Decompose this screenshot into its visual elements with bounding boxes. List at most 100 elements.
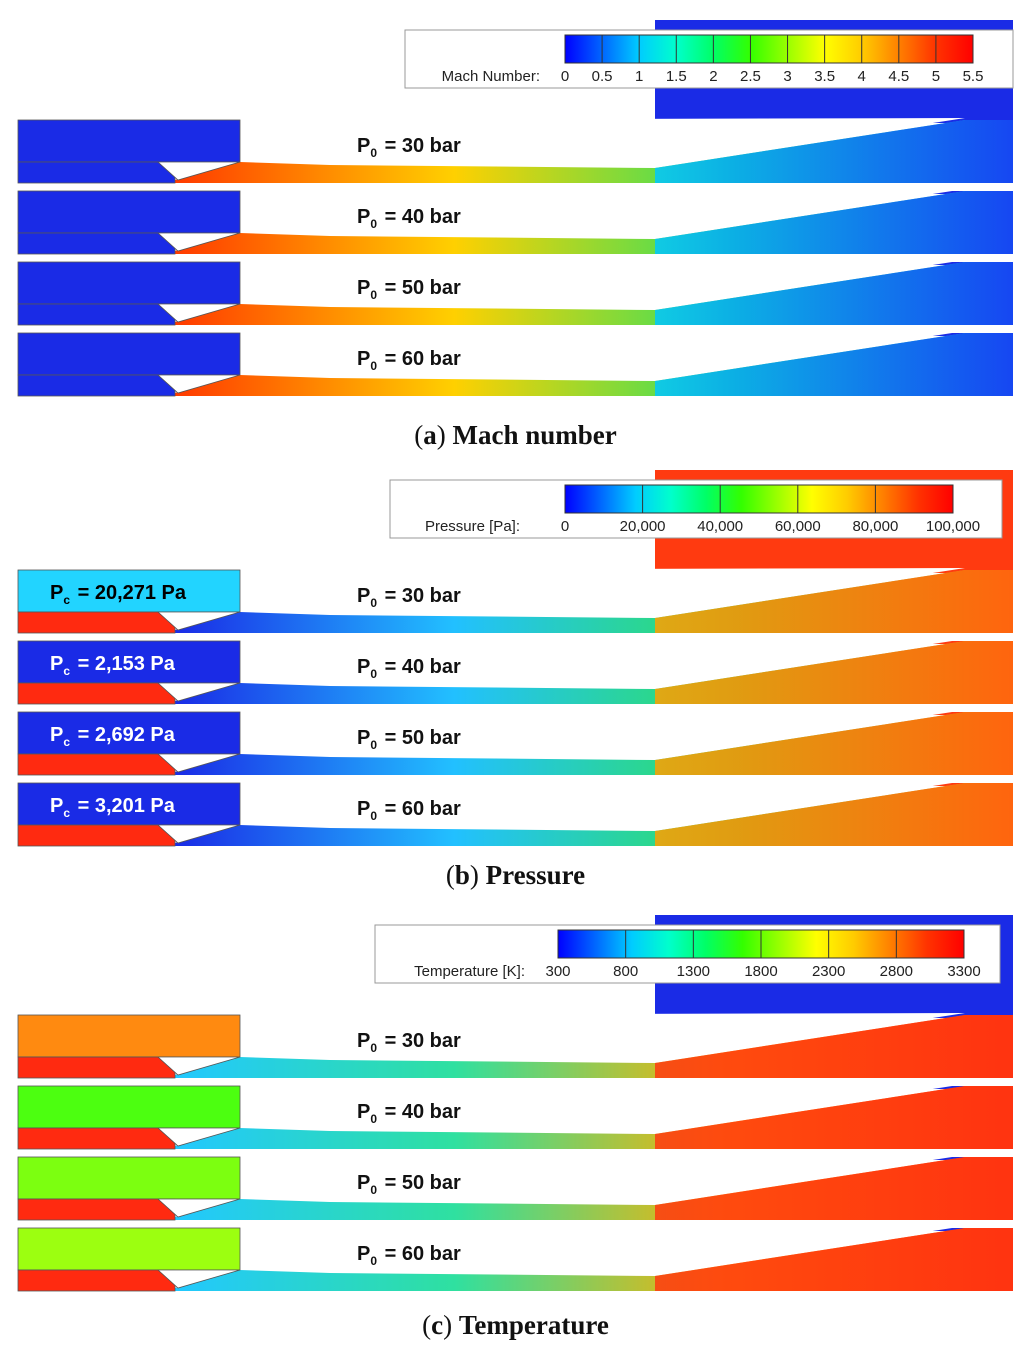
primary-inlet: [17, 824, 176, 847]
ejector-strip-2: P0 = 40 bar: [17, 1084, 1013, 1150]
nozzle-wall: [156, 1198, 241, 1218]
colorbar-label: Pressure [Pa]:: [425, 518, 520, 535]
primary-inlet: [17, 1127, 176, 1150]
caption-pressure: (b) Pressure: [445, 860, 586, 890]
run-pressure-label: P0 = 60 bar: [357, 348, 461, 373]
nozzle-wall: [156, 753, 241, 773]
ejector-strip-4: P0 = 60 bar: [17, 331, 1013, 397]
run-pressure-label: P0 = 50 bar: [357, 1172, 461, 1197]
chamber-pressure-label: Pc = 2,153 Pa: [50, 653, 176, 678]
suction-chamber: [17, 1085, 241, 1129]
channel-void: [240, 260, 965, 308]
colorbar-tick-label: 100,000: [926, 518, 980, 535]
colorbar-tick-label: 5: [932, 68, 940, 85]
diffuser-flow-field: [655, 191, 1013, 254]
suction-chamber: [17, 190, 241, 234]
ejector-strip-1: P0 = 30 bar: [17, 1013, 1013, 1079]
ejector-strip-3: P0 = 50 bar: [17, 260, 1013, 326]
nozzle-wall: [156, 374, 241, 394]
primary-inlet: [17, 611, 176, 634]
colorbar-tick-label: 1: [635, 68, 643, 85]
run-pressure-label: P0 = 50 bar: [357, 277, 461, 302]
colorbar-tick-label: 5.5: [963, 68, 984, 85]
primary-inlet: [17, 753, 176, 776]
colorbar-tick-label: 2800: [880, 963, 913, 980]
channel-void: [240, 568, 965, 616]
primary-inlet: [17, 1269, 176, 1292]
primary-inlet: [17, 374, 176, 397]
colorbar-tick-label: 2: [709, 68, 717, 85]
ejector-strip-2: P0 = 40 bar: [17, 189, 1013, 255]
run-pressure-label: P0 = 60 bar: [357, 798, 461, 823]
diffuser-flow-field: [655, 1157, 1013, 1220]
primary-inlet: [17, 682, 176, 705]
ejector-strip-4: P0 = 60 bar: [17, 1226, 1013, 1292]
nozzle-wall: [156, 232, 241, 252]
diffuser-flow-field: [655, 1086, 1013, 1149]
run-pressure-label: P0 = 50 bar: [357, 727, 461, 752]
panel-mach: 0 0.5 1 1.5 2 2.5 3 3.5 4 4.5 5 5.5 Mach Number: P0 =…: [17, 20, 1014, 397]
caption-temperature: (c) Temperature: [422, 1310, 609, 1340]
suction-chamber: [17, 119, 241, 163]
colorbar-tick-label: 40,000: [697, 518, 743, 535]
diffuser-flow-field: [655, 262, 1013, 325]
suction-chamber: [17, 1227, 241, 1271]
caption-mach: (a) Mach number: [414, 420, 617, 450]
diffuser-flow-field: [655, 1228, 1013, 1291]
suction-chamber: [17, 1156, 241, 1200]
colorbar-tick-label: 1300: [677, 963, 710, 980]
nozzle-wall: [156, 303, 241, 323]
primary-inlet: [17, 232, 176, 255]
channel-void: [240, 781, 965, 829]
run-pressure-label: P0 = 60 bar: [357, 1243, 461, 1268]
run-pressure-label: P0 = 30 bar: [357, 1030, 461, 1055]
colorbar-tick-label: 3: [783, 68, 791, 85]
colorbar-tick-label: 0: [561, 518, 569, 535]
colorbar-tick-label: 300: [545, 963, 570, 980]
diffuser-flow-field: [655, 641, 1013, 704]
ejector-strip-1: P0 = 30 bar: [17, 118, 1013, 184]
nozzle-wall: [156, 824, 241, 844]
chamber-pressure-label: Pc = 2,692 Pa: [50, 724, 176, 749]
run-pressure-label: P0 = 40 bar: [357, 1101, 461, 1126]
chamber-pressure-label: Pc = 20,271 Pa: [50, 582, 187, 607]
suction-chamber: [17, 782, 241, 826]
colorbar-tick-label: 4.5: [888, 68, 909, 85]
panel-pressure: 0 20,000 40,000 60,000 80,000 100,000 Pressure…: [17, 470, 1013, 847]
colorbar-gradient: [564, 484, 954, 514]
colorbar-gradient: [564, 34, 974, 64]
channel-void: [240, 331, 965, 379]
primary-inlet: [17, 303, 176, 326]
nozzle-wall: [156, 1056, 241, 1076]
run-pressure-label: P0 = 30 bar: [357, 135, 461, 160]
primary-inlet: [17, 161, 176, 184]
nozzle-wall: [156, 611, 241, 631]
suction-chamber: [17, 261, 241, 305]
run-pressure-label: P0 = 40 bar: [357, 656, 461, 681]
channel-void: [240, 639, 965, 687]
diffuser-flow-field: [655, 120, 1013, 183]
colorbar-tick-label: 2300: [812, 963, 845, 980]
colorbar-tick-label: 3300: [947, 963, 980, 980]
colorbar-tick-label: 60,000: [775, 518, 821, 535]
suction-chamber: [17, 640, 241, 684]
channel-void: [240, 1013, 965, 1061]
diffuser-flow-field: [655, 333, 1013, 396]
ejector-strip-1: Pc = 20,271 Pa P0 = 30 bar: [17, 568, 1013, 634]
ejector-strip-2: Pc = 2,153 Pa P0 = 40 bar: [17, 639, 1013, 705]
run-pressure-label: P0 = 30 bar: [357, 585, 461, 610]
channel-void: [240, 189, 965, 237]
colorbar-tick-label: 1.5: [666, 68, 687, 85]
colorbar-tick-label: 0.5: [592, 68, 613, 85]
ejector-strip-3: Pc = 2,692 Pa P0 = 50 bar: [17, 710, 1013, 776]
colorbar-tick-label: 800: [613, 963, 638, 980]
suction-chamber: [17, 711, 241, 755]
channel-void: [240, 710, 965, 758]
ejector-strip-4: Pc = 3,201 Pa P0 = 60 bar: [17, 781, 1013, 847]
colorbar-tick-label: 2.5: [740, 68, 761, 85]
nozzle-wall: [156, 161, 241, 181]
ejector-strip-3: P0 = 50 bar: [17, 1155, 1013, 1221]
suction-chamber: [17, 1014, 241, 1058]
nozzle-wall: [156, 1269, 241, 1289]
diffuser-flow-field: [655, 570, 1013, 633]
